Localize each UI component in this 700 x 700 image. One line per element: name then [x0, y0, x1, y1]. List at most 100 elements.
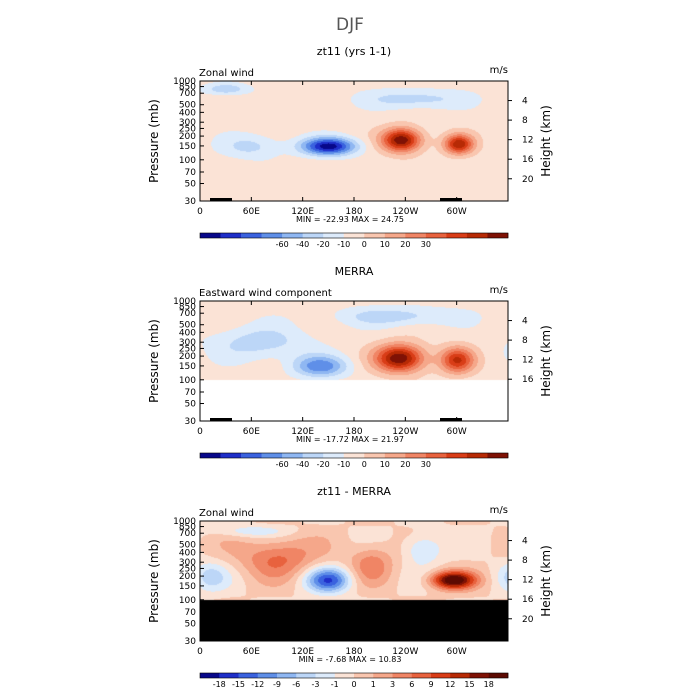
colorbar-swatch: [411, 673, 432, 678]
colorbar-label: 30: [421, 460, 431, 469]
colorbar-swatch: [405, 233, 427, 238]
figure-title: DJF: [336, 15, 364, 35]
colorbar-label: -9: [273, 680, 281, 689]
colorbar-swatch: [220, 453, 242, 458]
colorbar-swatch: [446, 453, 468, 458]
y-axis-label: Pressure (mb): [147, 539, 161, 623]
x-tick-label: 120E: [291, 647, 314, 657]
colorbar-swatch: [261, 453, 283, 458]
colorbar-label: 20: [400, 460, 410, 469]
heatmap-field: [200, 521, 508, 641]
colorbar-swatch: [425, 453, 447, 458]
colorbar-swatch: [334, 673, 355, 678]
colorbar-swatch: [200, 453, 221, 458]
min-max-stats: MIN = -17.72 MAX = 21.97: [296, 435, 404, 444]
colorbar-swatch: [425, 233, 447, 238]
colorbar-swatch: [277, 673, 297, 678]
x-tick-label: 60W: [446, 647, 466, 657]
colorbar-swatch: [487, 233, 509, 238]
y-tick-label: 250: [179, 564, 196, 574]
y-tick-label: 100: [179, 596, 196, 606]
colorbar-label: 0: [362, 240, 367, 249]
colorbar-label: 10: [380, 460, 390, 469]
colorbar-swatch: [200, 673, 220, 678]
y-tick-label: 700: [179, 309, 196, 319]
colorbar-label: 0: [351, 680, 356, 689]
colorbar-swatch: [220, 233, 242, 238]
colorbar-label: 20: [400, 240, 410, 249]
y-tick-label: 100: [179, 156, 196, 166]
x-tick-label: 60E: [243, 207, 260, 217]
y-tick-label: 30: [185, 637, 197, 647]
x-tick-label: 120W: [392, 207, 418, 217]
y-tick-label: 100: [179, 376, 196, 386]
colorbar-label: 1: [371, 680, 376, 689]
terrain-mask: [210, 418, 232, 421]
y-tick-label: 150: [179, 362, 196, 372]
y-tick-label: 250: [179, 344, 196, 354]
colorbar-frame: [199, 232, 509, 239]
colorbar-label: -10: [337, 460, 350, 469]
y2-tick-label: 4: [522, 317, 528, 327]
colorbar-swatch: [488, 673, 509, 678]
y-tick-label: 500: [179, 541, 196, 551]
x-tick-label: 0: [197, 207, 203, 217]
colorbar-swatch: [364, 233, 386, 238]
y-tick-label: 50: [185, 180, 197, 190]
units-label: m/s: [490, 505, 508, 516]
colorbar-label: -10: [337, 240, 350, 249]
colorbar-frame: [199, 672, 509, 679]
colorbar-label: 12: [445, 680, 455, 689]
y-tick-label: 850: [179, 303, 196, 313]
field-label: Zonal wind: [199, 508, 254, 519]
colorbar-swatch: [315, 673, 336, 678]
colorbar-label: 0: [362, 460, 367, 469]
x-tick-label: 60E: [243, 647, 260, 657]
y-tick-label: 500: [179, 321, 196, 331]
terrain-mask: [440, 198, 462, 201]
y-tick-label: 1000: [173, 517, 196, 527]
colorbar-label: -20: [317, 460, 330, 469]
x-tick-label: 0: [197, 647, 203, 657]
colorbar-swatch: [450, 673, 470, 678]
x-tick-label: 180: [345, 427, 362, 437]
y-tick-label: 200: [179, 572, 196, 582]
terrain-mask: [210, 638, 232, 641]
colorbar-swatch: [219, 673, 239, 678]
colorbar-label: 9: [428, 680, 433, 689]
colorbar-swatch: [302, 453, 324, 458]
y2-tick-label: 20: [522, 615, 534, 625]
colorbar-frame: [199, 452, 509, 459]
y-tick-label: 700: [179, 529, 196, 539]
panel-title: zt11 - MERRA: [317, 485, 391, 498]
y2-tick-label: 8: [522, 116, 528, 126]
y-tick-label: 300: [179, 558, 196, 568]
units-label: m/s: [490, 65, 508, 76]
field-label: Zonal wind: [199, 68, 254, 79]
y2-tick-label: 4: [522, 537, 528, 547]
colorbar-swatch: [466, 233, 488, 238]
x-tick-label: 120E: [291, 427, 314, 437]
y2-tick-label: 8: [522, 336, 528, 346]
y-tick-label: 250: [179, 124, 196, 134]
colorbar-swatch: [373, 673, 393, 678]
y-tick-label: 150: [179, 582, 196, 592]
field-label: Eastward wind component: [199, 288, 332, 299]
min-max-stats: MIN = -22.93 MAX = 24.75: [296, 215, 404, 224]
x-tick-label: 180: [345, 647, 362, 657]
panel-title: zt11 (yrs 1-1): [317, 45, 391, 58]
y-tick-label: 70: [185, 168, 197, 178]
units-label: m/s: [490, 285, 508, 296]
heatmap-field: [200, 301, 508, 421]
chart-panel-1: zt11 (yrs 1-1)Zonal wind m/s3050701001502…: [147, 45, 553, 249]
x-tick-label: 120E: [291, 207, 314, 217]
colorbar-swatch: [384, 233, 406, 238]
y-tick-label: 400: [179, 328, 196, 338]
y-tick-label: 400: [179, 548, 196, 558]
colorbar-swatch: [364, 453, 386, 458]
y2-tick-label: 16: [522, 595, 534, 605]
colorbar-swatch: [431, 673, 451, 678]
y-tick-label: 850: [179, 523, 196, 533]
